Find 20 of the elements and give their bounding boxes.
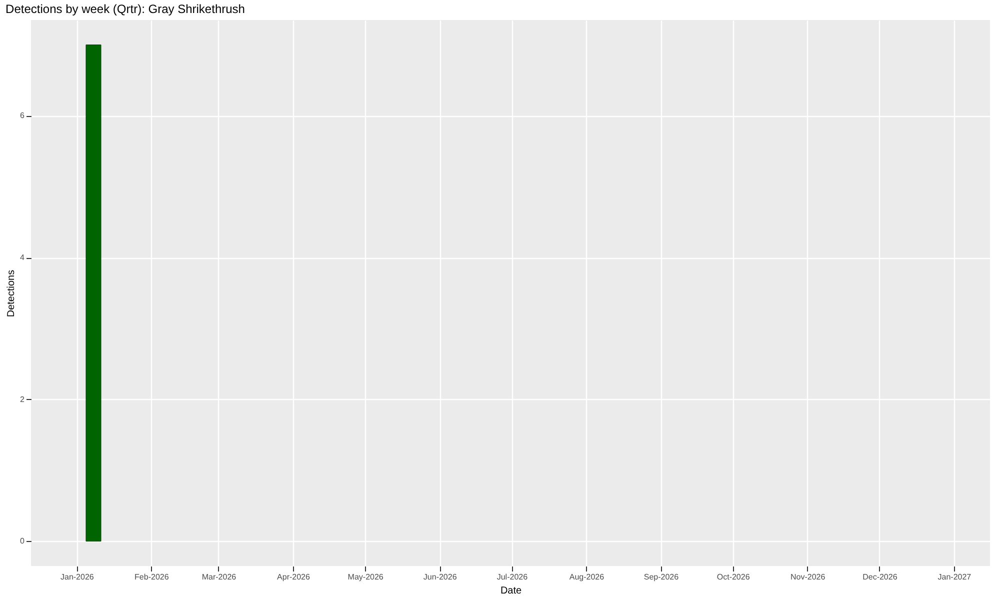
y-tick-label: 0 bbox=[20, 536, 26, 546]
x-tick-label: Jun-2026 bbox=[423, 572, 458, 582]
x-axis-title: Date bbox=[500, 586, 522, 596]
x-tick-label: Apr-2026 bbox=[277, 572, 310, 582]
x-tick-label: Feb-2026 bbox=[134, 572, 170, 582]
y-tick-label: 4 bbox=[20, 253, 26, 262]
chart-title: Detections by week (Qrtr): Gray Shrikethrush bbox=[6, 2, 245, 16]
x-tick-label: Aug-2026 bbox=[569, 572, 605, 582]
x-tick-label: Sep-2026 bbox=[644, 572, 680, 582]
x-tick-label: Dec-2026 bbox=[862, 572, 898, 582]
x-tick-label: Jan-2026 bbox=[60, 572, 94, 582]
x-tick-label: Oct-2026 bbox=[716, 572, 750, 582]
x-tick-label: Jan-2027 bbox=[938, 572, 972, 582]
y-tick-label: 6 bbox=[20, 111, 26, 120]
x-tick-label: Nov-2026 bbox=[790, 572, 826, 582]
x-tick-label: May-2026 bbox=[348, 572, 384, 582]
y-axis-title: Detections bbox=[6, 270, 18, 318]
y-tick-label: 2 bbox=[20, 394, 26, 404]
x-tick-label: Jul-2026 bbox=[496, 572, 528, 582]
x-tick-label: Mar-2026 bbox=[202, 572, 237, 582]
